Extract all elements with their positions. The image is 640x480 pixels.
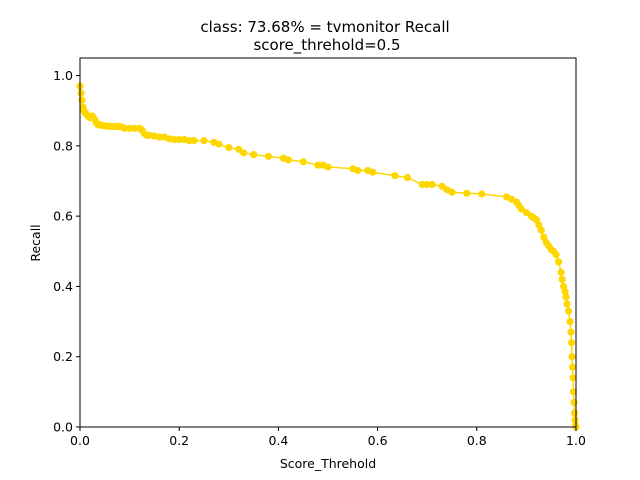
data-point [200, 136, 208, 145]
x-tick-label: 0.8 [467, 433, 487, 448]
data-point [78, 96, 86, 104]
data-point [369, 168, 377, 176]
y-tick-label: 0.2 [53, 349, 73, 364]
data-point [250, 151, 258, 159]
data-point [552, 251, 560, 259]
data-point [170, 135, 178, 144]
y-tick-label: 0.6 [53, 209, 73, 224]
data-point [130, 124, 139, 132]
data-point [568, 363, 577, 371]
y-tick-label: 0.0 [53, 420, 73, 435]
x-tick-label: 0.0 [70, 433, 90, 448]
data-point [215, 140, 223, 148]
data-point [423, 180, 431, 189]
x-axis-label: Score_Threhold [280, 456, 376, 471]
data-point [570, 398, 578, 406]
y-tick-label: 0.4 [53, 279, 73, 294]
y-tick-label: 1.0 [53, 68, 73, 83]
axes-frame [79, 57, 577, 428]
data-point [478, 190, 486, 198]
data-point [566, 317, 574, 326]
data-point [570, 409, 579, 417]
data-point [463, 189, 471, 197]
data-point [240, 149, 248, 157]
data-point [558, 275, 566, 283]
data-point [568, 353, 576, 361]
data-point [537, 226, 545, 234]
data-point [175, 135, 183, 144]
data-point [569, 388, 578, 396]
x-tick-label: 0.6 [368, 433, 388, 448]
data-point [403, 173, 411, 182]
data-point [225, 144, 233, 152]
data-point [77, 89, 85, 97]
data-point [555, 258, 563, 266]
data-point [448, 188, 456, 196]
data-point [571, 416, 579, 424]
x-tick-label: 0.4 [268, 433, 288, 448]
data-point [299, 158, 307, 166]
y-tick-label: 0.8 [53, 138, 73, 153]
axis-ticks: 0.0 0.2 0.4 0.6 0.8 1.0 0.0 0.2 0.4 0.6 0.8 1.0 [53, 68, 586, 448]
data-point [391, 172, 399, 180]
x-tick-label: 0.2 [169, 433, 189, 448]
data-point [569, 374, 577, 382]
data-point [185, 136, 193, 145]
data-point [264, 152, 273, 160]
data-point [564, 307, 573, 315]
data-point [563, 300, 571, 308]
data-point [126, 124, 134, 132]
chart-title-line1: class: 73.68% = tvmonitor Recall [200, 18, 449, 36]
data-point [418, 180, 426, 189]
data-point [121, 124, 129, 132]
data-point [567, 328, 575, 336]
data-point [562, 293, 570, 301]
data-point [284, 156, 292, 164]
x-tick-label: 1.0 [566, 433, 586, 448]
y-axis-label: Recall [28, 224, 43, 261]
data-point [324, 163, 332, 171]
data-point [354, 166, 362, 175]
plot-area [76, 82, 580, 431]
data-point [190, 136, 198, 145]
data-point [155, 133, 163, 141]
data-point [557, 268, 565, 276]
data-point [567, 339, 576, 347]
data-point [428, 180, 436, 189]
chart-title-line2: score_threhold=0.5 [253, 36, 400, 55]
data-point [314, 161, 322, 169]
